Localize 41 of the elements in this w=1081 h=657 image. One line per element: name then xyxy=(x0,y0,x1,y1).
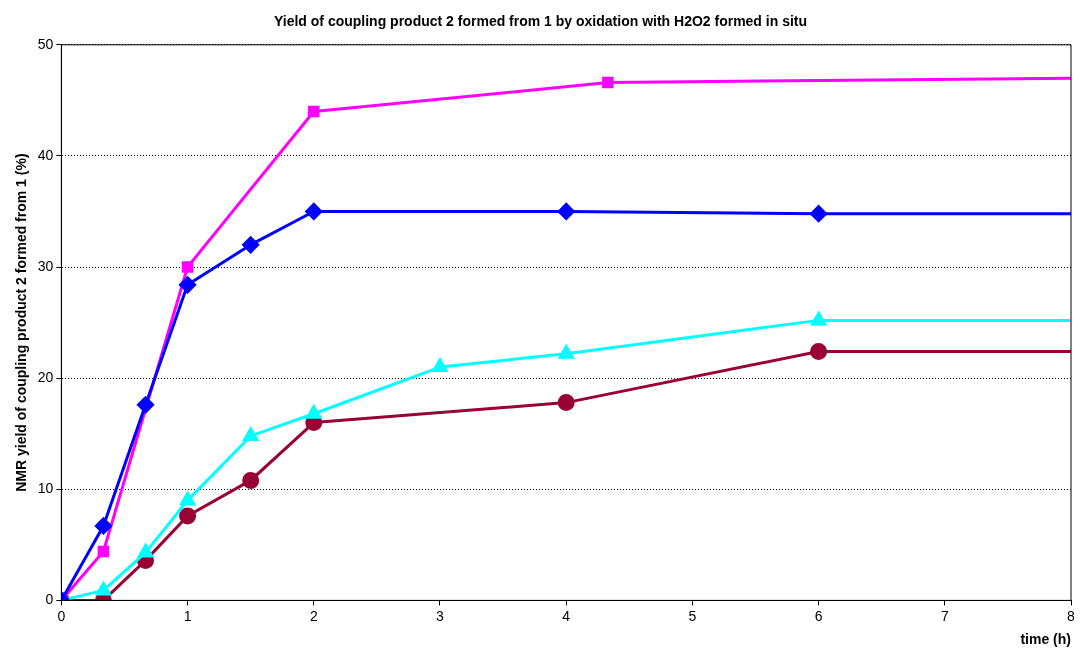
x-tick-label: 7 xyxy=(940,607,949,624)
point xyxy=(557,202,575,220)
point xyxy=(180,491,196,506)
x-tick-label: 1 xyxy=(183,607,192,624)
point xyxy=(137,544,154,558)
point xyxy=(242,236,260,254)
y-tick-label: 50 xyxy=(37,35,54,52)
x-tick-label: 8 xyxy=(1067,607,1076,624)
point xyxy=(308,105,320,118)
x-axis-title: time (h) xyxy=(1020,631,1071,648)
point xyxy=(306,405,322,419)
point xyxy=(242,471,260,489)
point xyxy=(97,545,110,558)
y-tick-label: 30 xyxy=(37,257,54,274)
x-tick-label: 5 xyxy=(688,607,697,624)
point xyxy=(95,581,111,596)
y-tick-label: 20 xyxy=(37,369,54,386)
y-tick-label: 40 xyxy=(37,146,54,163)
point xyxy=(558,345,574,359)
point xyxy=(811,311,827,326)
y-tick-label: 0 xyxy=(45,591,54,608)
point xyxy=(305,202,323,220)
x-tick-label: 2 xyxy=(309,607,318,624)
point xyxy=(810,205,828,223)
point xyxy=(179,507,197,525)
point xyxy=(810,342,828,360)
point xyxy=(243,427,259,441)
point xyxy=(137,396,155,414)
point xyxy=(432,358,448,373)
point xyxy=(181,261,194,273)
x-tick-label: 4 xyxy=(562,607,571,624)
x-tick-label: 6 xyxy=(814,607,823,624)
y-tick-label: 10 xyxy=(37,480,54,497)
point xyxy=(557,394,575,412)
x-tick-label: 0 xyxy=(57,607,66,624)
point xyxy=(94,517,112,535)
y-axis-title: NMR yield of coupling product 2 formed from 1 (%) xyxy=(13,153,30,492)
chart-title: Yield of coupling product 2 formed from 1 by oxidation with H2O2 formed in situ xyxy=(273,13,808,30)
x-tick-label: 3 xyxy=(436,607,445,624)
point xyxy=(602,76,614,89)
point xyxy=(179,276,197,294)
